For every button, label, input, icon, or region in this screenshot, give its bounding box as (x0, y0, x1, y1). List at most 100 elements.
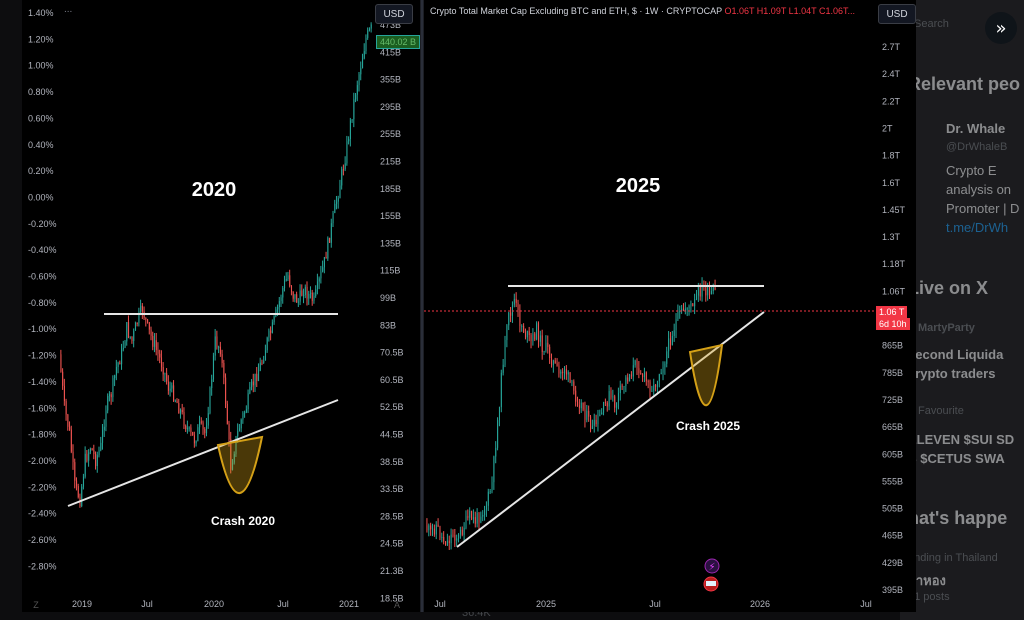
candle (110, 394, 112, 398)
candle (465, 516, 467, 528)
candle (122, 347, 124, 350)
candle (254, 373, 256, 386)
flash-icon[interactable] (704, 558, 720, 574)
candle (237, 431, 239, 437)
candle (147, 319, 149, 323)
candle (508, 312, 510, 326)
candle (487, 491, 489, 506)
y-tick-label: 1.6T (882, 178, 901, 188)
left-chart-menu[interactable]: ... (64, 4, 73, 15)
candle (278, 301, 280, 308)
x-tick-label: 2019 (72, 599, 92, 609)
y-tick-label: -1.40% (28, 377, 57, 387)
y-tick-label: 0.00% (28, 192, 54, 202)
happening-heading: hat's happe (908, 508, 1008, 528)
candle (242, 413, 244, 420)
candle (355, 94, 357, 100)
live-title[interactable]: second Liquida (908, 347, 1004, 362)
candle (586, 410, 588, 420)
live-host[interactable]: MartyParty (918, 322, 975, 334)
candle (65, 401, 67, 415)
candle (495, 447, 497, 457)
candle (653, 384, 655, 391)
candle (299, 290, 301, 302)
candle (510, 312, 512, 316)
candle (478, 512, 480, 523)
candle (233, 454, 235, 463)
favourite-text[interactable]: ELEVEN $SUI SD (908, 432, 1015, 447)
candle (133, 330, 135, 342)
expand-button[interactable]: » (985, 12, 1017, 44)
y-tick-label: 83B (380, 320, 396, 330)
candle (655, 384, 657, 387)
y-tick-label: 1.20% (28, 34, 54, 44)
candle (694, 299, 696, 307)
candle (446, 540, 448, 546)
y-tick-label: 38.5B (380, 457, 404, 467)
y-tick-label: -1.60% (28, 403, 57, 413)
candle (564, 369, 566, 373)
x-tick-label: 2025 (536, 599, 556, 609)
candle (369, 28, 371, 31)
candle (349, 120, 351, 140)
candle (485, 505, 487, 510)
candle (519, 309, 521, 326)
candle (604, 401, 606, 403)
candle (343, 169, 345, 171)
right-currency-button[interactable]: USD (878, 4, 916, 24)
y-tick-label: -1.80% (28, 430, 57, 440)
candle (588, 410, 590, 417)
candle (176, 400, 178, 403)
user-bio-line: analysis on (946, 182, 1012, 197)
candle (606, 402, 608, 407)
candle (469, 510, 471, 518)
candle (701, 285, 703, 297)
y-tick-label: -1.00% (28, 324, 57, 334)
candle (112, 378, 114, 398)
candle (332, 212, 334, 224)
y-tick-label: 185B (380, 184, 401, 194)
candle (60, 354, 62, 372)
candle (91, 448, 93, 451)
candle (545, 342, 547, 352)
candle (178, 402, 180, 414)
user-name[interactable]: Dr. Whale (946, 121, 1006, 136)
candle (543, 351, 545, 353)
candle (658, 374, 660, 382)
candle (245, 409, 247, 413)
candle (709, 286, 711, 295)
candle (515, 298, 517, 303)
search-text: Search (914, 18, 949, 30)
candle (313, 295, 315, 301)
user-bio-link[interactable]: t.me/DrWh (946, 220, 1009, 235)
sidebar-background: Search Relevant peo Dr. Whale @DrWhaleB … (900, 0, 1024, 620)
user-handle[interactable]: @DrWhaleB (946, 141, 1008, 153)
candle (105, 410, 107, 427)
candle (209, 388, 211, 414)
candle (337, 198, 339, 202)
candle (109, 394, 111, 396)
candle (161, 357, 163, 368)
crash-label: Crash 2020 (211, 514, 275, 528)
candle (311, 292, 313, 301)
live-title[interactable]: crypto traders (908, 366, 996, 381)
candle (625, 377, 627, 387)
candle (226, 403, 228, 424)
candle (523, 325, 525, 333)
candle (558, 365, 560, 374)
candle (240, 419, 242, 429)
y-tick-label: 2.2T (882, 96, 901, 106)
candle (329, 237, 331, 243)
candle (88, 452, 90, 461)
y-tick-label: 0.40% (28, 140, 54, 150)
candle (225, 377, 227, 404)
left-currency-button[interactable]: USD (375, 4, 413, 24)
trend-name[interactable]: กาหอง (908, 573, 946, 588)
left-watermark: 2020 (192, 179, 237, 201)
ohlc-values: O1.06T H1.09T L1.04T C1.06T... (724, 6, 856, 16)
favourite-text[interactable]: S $CETUS SWA (908, 451, 1005, 466)
candle (454, 535, 456, 541)
candle (567, 372, 569, 375)
y-tick-label: 395B (882, 585, 903, 595)
